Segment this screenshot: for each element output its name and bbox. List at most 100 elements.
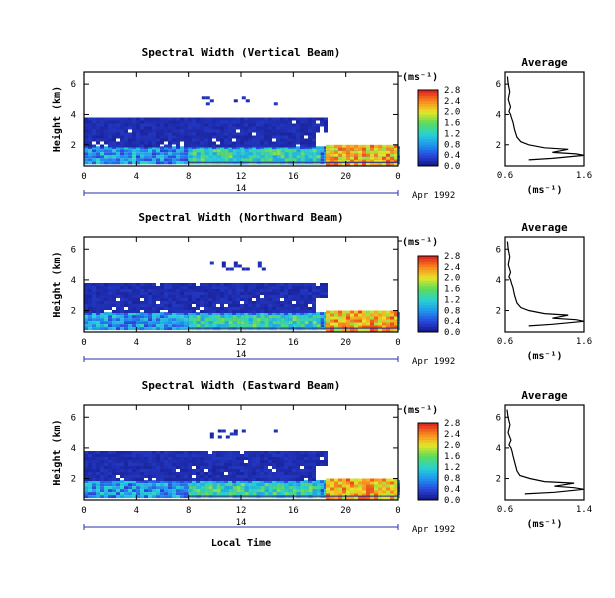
heatmap-cell (168, 492, 172, 496)
heatmap-cell (324, 457, 328, 460)
heatmap-region-2 (326, 310, 398, 332)
heatmap-cell (180, 295, 184, 298)
panel-title: Spectral Width (Vertical Beam) (142, 46, 341, 59)
date-label: Apr 1992 (412, 191, 455, 201)
colorbar-cell (418, 138, 438, 142)
heatmap-cell (304, 289, 308, 292)
colorbar-tick-label: 2.0 (444, 108, 460, 118)
heatmap-cell (104, 478, 108, 481)
heatmap-cell (280, 492, 285, 496)
heatmap-cell (264, 315, 269, 319)
heatmap-cell (236, 117, 240, 121)
heatmap-cell (386, 325, 390, 329)
heatmap-cell (92, 129, 96, 133)
heatmap-cell (394, 322, 398, 326)
heatmap-cell (280, 158, 285, 162)
heatmap-cell (116, 304, 120, 307)
heatmap-cell (104, 495, 108, 499)
colorbar-cell (418, 439, 438, 443)
heatmap-cell (144, 324, 148, 328)
heatmap-cell (84, 289, 88, 292)
heatmap-cell (140, 492, 144, 496)
heatmap-cell (216, 132, 220, 136)
heatmap-cell (244, 132, 248, 136)
heatmap-cell (276, 152, 281, 156)
heatmap-cell (196, 469, 200, 472)
y-tick-label: 2 (71, 307, 76, 317)
heatmap-cell (120, 321, 124, 325)
heatmap-cell (248, 483, 253, 487)
heatmap-cell (330, 325, 334, 329)
heatmap-cell (96, 132, 100, 136)
heatmap-cell (300, 475, 304, 478)
heatmap-cell (338, 325, 342, 329)
heatmap-cell (212, 307, 216, 310)
heatmap-cell (390, 162, 394, 166)
heatmap-cell (300, 295, 304, 298)
heatmap-cell (140, 141, 144, 145)
heatmap-cell (374, 490, 378, 494)
heatmap-cell (200, 126, 204, 130)
heatmap-cell (88, 307, 92, 310)
heatmap-cell (88, 132, 92, 136)
heatmap-cell (346, 484, 350, 488)
heatmap-cell (152, 495, 156, 499)
x-tick-label: 8 (186, 172, 191, 182)
heatmap-cell (172, 327, 176, 331)
heatmap-cell (196, 289, 200, 292)
heatmap-cell (84, 144, 88, 148)
heatmap-cell (184, 141, 188, 145)
heatmap-cell (256, 132, 260, 136)
heatmap-cell (292, 141, 296, 145)
heatmap-cell (164, 457, 168, 460)
heatmap-cell (308, 149, 313, 153)
heatmap-cell (260, 463, 264, 466)
heatmap-cell (268, 475, 272, 478)
heatmap-cell (252, 304, 256, 307)
heatmap-cell (354, 156, 358, 160)
heatmap-cell (164, 155, 168, 159)
heatmap-cell (244, 310, 248, 313)
colorbar-tick-label: 1.6 (444, 285, 460, 295)
heatmap-cell (252, 466, 256, 469)
heatmap-cell (342, 490, 346, 494)
heatmap-cell (256, 483, 261, 487)
heatmap-cell (280, 149, 285, 153)
heatmap-cell (378, 322, 382, 326)
x-tick-label: 0 (395, 172, 400, 182)
heatmap-cell (304, 475, 308, 478)
heatmap-cell (300, 135, 304, 139)
heatmap-cell (208, 158, 213, 162)
heatmap-cell (268, 298, 272, 301)
heatmap-cell (164, 289, 168, 292)
heatmap-cell (184, 492, 188, 496)
heatmap-cell (374, 484, 378, 488)
heatmap-cell (252, 454, 256, 457)
heatmap-cell (160, 155, 164, 159)
heatmap-cell (152, 307, 156, 310)
heatmap-cell (140, 161, 144, 165)
heatmap-cell (256, 117, 260, 121)
heatmap-cell (88, 135, 92, 139)
heatmap-cell (330, 481, 334, 485)
heatmap-cell (268, 149, 273, 153)
heatmap-cell (128, 321, 132, 325)
heatmap-cell (188, 298, 192, 301)
heatmap-cell (168, 138, 172, 142)
heatmap-cell (304, 141, 308, 145)
heatmap-cell (330, 310, 334, 314)
heatmap-cell (272, 483, 277, 487)
heatmap-cell (116, 466, 120, 469)
heatmap-cell (168, 123, 172, 127)
heatmap-cell (272, 307, 276, 310)
heatmap-cell (232, 469, 236, 472)
avg-x-tick-label: 1.4 (576, 505, 592, 515)
heatmap-cell (136, 126, 140, 130)
heatmap-cell (172, 158, 176, 162)
heatmap-cell (240, 310, 244, 313)
heatmap-cell (320, 315, 324, 319)
heatmap-cell (268, 283, 272, 286)
heatmap-cell (346, 310, 350, 314)
heatmap-cell (212, 304, 216, 307)
heatmap-cell (212, 301, 216, 304)
